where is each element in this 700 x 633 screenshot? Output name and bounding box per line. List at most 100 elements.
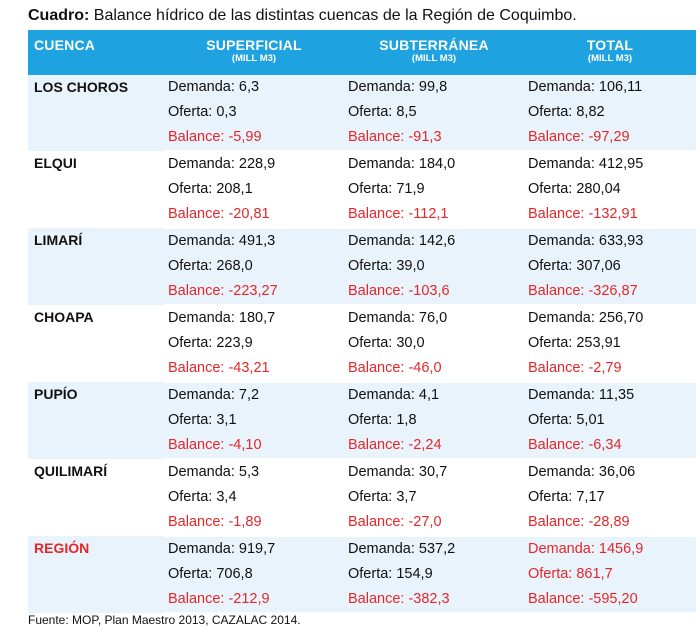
total-balance-cell: Balance: -2,79 — [524, 356, 696, 383]
subterranea-demanda-cell: Demanda: 184,0 — [344, 151, 524, 177]
subterranea-demanda-cell: Demanda: 76,0 — [344, 305, 524, 331]
total-balance-cell: Balance: -326,87 — [524, 279, 696, 306]
table-body: LOS CHOROS Demanda: 6,3 Demanda: 99,8 Deman… — [28, 75, 696, 614]
header-total: TOTAL (MILL M3) — [524, 30, 696, 75]
superficial-balance-cell: Balance: -5,99 — [164, 125, 344, 152]
subterranea-demanda-cell: Demanda: 142,6 — [344, 228, 524, 254]
subterranea-oferta-cell: Oferta: 154,9 — [344, 562, 524, 587]
basin-name: CHOAPA — [28, 305, 164, 382]
subterranea-balance-cell: Balance: -46,0 — [344, 356, 524, 383]
superficial-oferta-cell: Oferta: 223,9 — [164, 331, 344, 356]
superficial-balance-cell: Balance: -1,89 — [164, 510, 344, 537]
subterranea-balance-cell: Balance: -103,6 — [344, 279, 524, 306]
subterranea-balance-cell: Balance: -91,3 — [344, 125, 524, 152]
header-superficial-unit: (MILL M3) — [231, 53, 277, 64]
subterranea-demanda-cell: Demanda: 4,1 — [344, 382, 524, 408]
total-demanda-cell: Demanda: 412,95 — [524, 151, 696, 177]
subterranea-balance-cell: Balance: -27,0 — [344, 510, 524, 537]
superficial-demanda-cell: Demanda: 919,7 — [164, 536, 344, 562]
superficial-demanda-cell: Demanda: 228,9 — [164, 151, 344, 177]
superficial-oferta-cell: Oferta: 208,1 — [164, 177, 344, 202]
table-row: Balance: -1,89 Balance: -27,0 Balance: -28… — [28, 510, 696, 537]
table-row: PUPÍO Demanda: 7,2 Demanda: 4,1 Demanda: 11… — [28, 382, 696, 459]
caption-lead: Cuadro: — [28, 7, 90, 24]
header-superficial: SUPERFICIAL (MILL M3) — [164, 30, 344, 75]
total-balance-cell: Balance: -595,20 — [524, 587, 696, 614]
superficial-oferta-cell: Oferta: 0,3 — [164, 100, 344, 125]
subterranea-oferta-cell: Oferta: 71,9 — [344, 177, 524, 202]
table-row: QUILIMARÍ Demanda: 5,3 Demanda: 30,7 Demand… — [28, 459, 696, 536]
table-row: Balance: -212,9 Balance: -382,3 Balance: -… — [28, 587, 696, 614]
total-balance-cell: Balance: -97,29 — [524, 125, 696, 152]
total-demanda-cell: Demanda: 11,35 — [524, 382, 696, 408]
table-row: Oferta: 208,1 Oferta: 71,9 Oferta: 280,04 — [28, 177, 696, 202]
subterranea-oferta-cell: Oferta: 3,7 — [344, 485, 524, 510]
table-row: LOS CHOROS Demanda: 6,3 Demanda: 99,8 Deman… — [28, 75, 696, 151]
header-subterranea: SUBTERRÁNEA (MILL M3) — [344, 30, 524, 75]
table-row: Balance: -43,21 Balance: -46,0 Balance: -2… — [28, 356, 696, 383]
subterranea-oferta-cell: Oferta: 8,5 — [344, 100, 524, 125]
header-cuenca: CUENCA — [28, 30, 164, 75]
header-cuenca-label: CUENCA — [34, 37, 96, 53]
total-balance-cell: Balance: -132,91 — [524, 202, 696, 229]
table-row: ELQUI Demanda: 228,9 Demanda: 184,0 Demanda… — [28, 151, 696, 228]
total-demanda-cell: Demanda: 36,06 — [524, 459, 696, 485]
superficial-demanda-cell: Demanda: 180,7 — [164, 305, 344, 331]
table-row: Oferta: 0,3 Oferta: 8,5 Oferta: 8,82 — [28, 100, 696, 125]
basin-name: LOS CHOROS — [28, 75, 164, 151]
basin-name: REGIÓN — [28, 536, 164, 613]
table-row: Balance: -5,99 Balance: -91,3 Balance: -97… — [28, 125, 696, 152]
total-demanda-cell: Demanda: 106,11 — [524, 75, 696, 100]
total-oferta-cell: Oferta: 8,82 — [524, 100, 696, 125]
total-oferta-cell: Oferta: 7,17 — [524, 485, 696, 510]
table-row: Oferta: 3,4 Oferta: 3,7 Oferta: 7,17 — [28, 485, 696, 510]
total-demanda-cell: Demanda: 633,93 — [524, 228, 696, 254]
total-demanda-cell: Demanda: 256,70 — [524, 305, 696, 331]
basin-name: LIMARÍ — [28, 228, 164, 305]
source-note: Fuente: MOP, Plan Maestro 2013, CAZALAC … — [28, 613, 301, 627]
superficial-demanda-cell: Demanda: 7,2 — [164, 382, 344, 408]
total-oferta-cell: Oferta: 861,7 — [524, 562, 696, 587]
superficial-demanda-cell: Demanda: 491,3 — [164, 228, 344, 254]
superficial-oferta-cell: Oferta: 3,4 — [164, 485, 344, 510]
subterranea-oferta-cell: Oferta: 39,0 — [344, 254, 524, 279]
superficial-balance-cell: Balance: -20,81 — [164, 202, 344, 229]
table-row: Balance: -20,81 Balance: -112,1 Balance: -… — [28, 202, 696, 229]
table-row: REGIÓN Demanda: 919,7 Demanda: 537,2 Demand… — [28, 536, 696, 613]
total-balance-cell: Balance: -28,89 — [524, 510, 696, 537]
basin-name: PUPÍO — [28, 382, 164, 459]
subterranea-balance-cell: Balance: -382,3 — [344, 587, 524, 614]
subterranea-demanda-cell: Demanda: 99,8 — [344, 75, 524, 100]
total-oferta-cell: Oferta: 253,91 — [524, 331, 696, 356]
table-row: Oferta: 706,8 Oferta: 154,9 Oferta: 861,7 — [28, 562, 696, 587]
total-demanda-cell: Demanda: 1456,9 — [524, 536, 696, 562]
total-oferta-cell: Oferta: 5,01 — [524, 408, 696, 433]
header-subterranea-label: SUBTERRÁNEA — [379, 37, 489, 53]
table-row: Oferta: 3,1 Oferta: 1,8 Oferta: 5,01 — [28, 408, 696, 433]
basin-name: ELQUI — [28, 151, 164, 228]
superficial-demanda-cell: Demanda: 5,3 — [164, 459, 344, 485]
header-superficial-label: SUPERFICIAL — [206, 37, 302, 53]
subterranea-demanda-cell: Demanda: 30,7 — [344, 459, 524, 485]
superficial-oferta-cell: Oferta: 268,0 — [164, 254, 344, 279]
header-row: CUENCA SUPERFICIAL (MILL M3) SUBTERRÁNEA… — [28, 30, 696, 75]
superficial-balance-cell: Balance: -223,27 — [164, 279, 344, 306]
table-caption: Cuadro: Balance hídrico de las distintas… — [28, 6, 577, 26]
caption-text: Balance hídrico de las distintas cuencas… — [89, 7, 577, 24]
subterranea-oferta-cell: Oferta: 1,8 — [344, 408, 524, 433]
subterranea-balance-cell: Balance: -112,1 — [344, 202, 524, 229]
header-subterranea-unit: (MILL M3) — [411, 53, 457, 64]
table-row: Oferta: 268,0 Oferta: 39,0 Oferta: 307,06 — [28, 254, 696, 279]
total-oferta-cell: Oferta: 307,06 — [524, 254, 696, 279]
table-header: CUENCA SUPERFICIAL (MILL M3) SUBTERRÁNEA… — [28, 30, 696, 75]
table-row: Balance: -4,10 Balance: -2,24 Balance: -6,… — [28, 433, 696, 460]
table-row: Balance: -223,27 Balance: -103,6 Balance: … — [28, 279, 696, 306]
table-row: Oferta: 223,9 Oferta: 30,0 Oferta: 253,91 — [28, 331, 696, 356]
header-total-unit: (MILL M3) — [587, 53, 633, 64]
superficial-balance-cell: Balance: -43,21 — [164, 356, 344, 383]
superficial-balance-cell: Balance: -212,9 — [164, 587, 344, 614]
basin-name: QUILIMARÍ — [28, 459, 164, 536]
superficial-oferta-cell: Oferta: 3,1 — [164, 408, 344, 433]
subterranea-oferta-cell: Oferta: 30,0 — [344, 331, 524, 356]
